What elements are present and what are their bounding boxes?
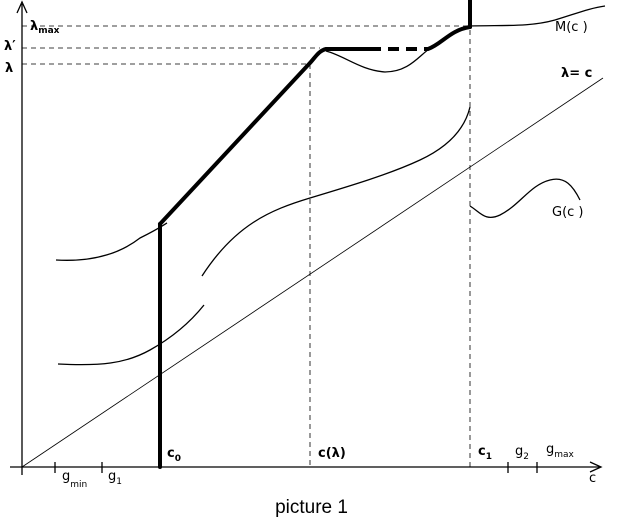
x-axis-arrowhead [589,461,603,473]
envelope-rise-to-c1 [426,25,472,51]
label-g-2: g2 [515,444,529,462]
label-c-1: c1 [478,444,492,462]
figure-caption: picture 1 [275,497,348,518]
x-tick-labels: gmin g1 c0 c(λ) c1 g2 gmax c [62,442,596,490]
axes [10,0,603,475]
g-curve-upper [55,222,168,261]
guide-lines [22,25,471,467]
diagonal-line [21,77,604,468]
label-g-1: g1 [108,469,122,487]
envelope-curve [158,0,472,469]
label-lambda: λ [5,61,13,76]
envelope-rising-segment [158,47,372,226]
g-curve-lower [57,304,205,366]
label-c-lambda: c(λ) [318,446,346,461]
g-curve-right [469,178,581,219]
m-curve [325,5,606,73]
label-g-max: gmax [546,442,575,460]
g-curves [55,106,581,366]
curve-labels: M(c ) λ= c G(c ) [552,20,592,220]
y-level-labels: λmax λ′ λ [4,19,60,76]
x-tick-marks [54,462,538,473]
label-c-0: c0 [167,446,181,464]
label-g-min: gmin [62,469,87,490]
y-axis-arrowhead [16,0,28,14]
label-lambda-prime: λ′ [4,39,16,54]
label-m-of-c: M(c ) [555,20,588,35]
label-x-axis-c: c [589,471,596,486]
m-curve-right [469,5,606,27]
label-lambda-max: λmax [30,19,60,36]
label-g-of-c: G(c ) [552,205,584,220]
g-curve-middle [201,106,471,277]
label-lambda-equals-c: λ= c [561,66,592,81]
m-curve-dip [325,46,433,73]
